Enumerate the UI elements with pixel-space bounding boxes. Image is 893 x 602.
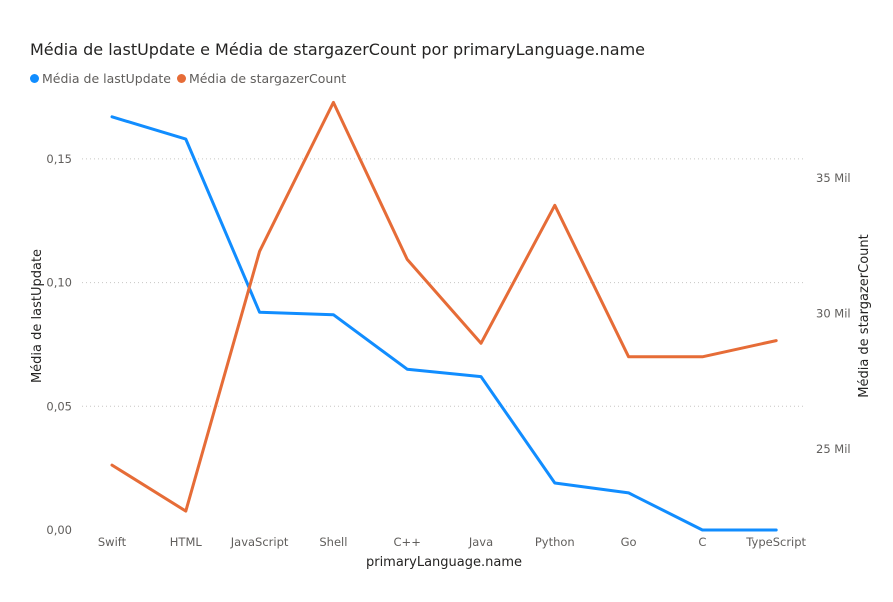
y-left-tick-label: 0,10	[46, 276, 72, 290]
x-axis-title: primaryLanguage.name	[366, 555, 522, 570]
x-tick-label: Shell	[319, 535, 347, 549]
x-tick-label: Java	[468, 535, 493, 549]
data-point	[404, 366, 410, 372]
data-point	[257, 309, 263, 315]
data-point	[257, 248, 263, 254]
data-point	[773, 338, 779, 344]
y-right-tick-label: 35 Mil	[816, 171, 851, 185]
data-point	[330, 312, 336, 318]
chart-title: Média de lastUpdate e Média de stargazer…	[30, 40, 646, 59]
y-left-axis-title: Média de lastUpdate	[30, 249, 45, 383]
y-left-tick-label: 0,05	[46, 399, 72, 413]
legend: Média de lastUpdate Média de stargazerCo…	[30, 71, 346, 86]
data-point	[404, 256, 410, 262]
x-tick-label: JavaScript	[230, 535, 289, 549]
data-point	[626, 490, 632, 496]
legend-item-lastupdate[interactable]: Média de lastUpdate	[30, 71, 171, 86]
y-right-axis-title: Média de stargazerCount	[857, 234, 872, 398]
y-left-tick-label: 0,00	[46, 523, 72, 537]
data-point	[699, 527, 705, 533]
data-point	[183, 508, 189, 514]
legend-marker-stargazercount	[176, 74, 186, 83]
legend-item-stargazercount[interactable]: Média de stargazerCount	[176, 71, 347, 86]
data-point	[552, 480, 558, 486]
data-point	[478, 374, 484, 380]
legend-marker-lastupdate	[30, 74, 39, 83]
x-tick-label: Python	[535, 535, 575, 549]
data-point	[478, 340, 484, 346]
data-point	[109, 462, 115, 468]
data-point	[330, 99, 336, 105]
data-point	[773, 527, 779, 533]
data-point	[109, 114, 115, 120]
series-line-1	[110, 100, 778, 513]
data-point	[183, 136, 189, 142]
data-point	[552, 202, 558, 208]
y-right-tick-label: 30 Mil	[816, 307, 851, 321]
legend-label-lastupdate: Média de lastUpdate	[42, 71, 171, 86]
data-point	[626, 354, 632, 360]
legend-label-stargazercount: Média de stargazerCount	[188, 71, 347, 86]
x-tick-label: C++	[394, 535, 421, 549]
x-tick-label: Swift	[98, 535, 127, 549]
x-tick-label: TypeScript	[745, 535, 806, 549]
x-tick-label: Go	[621, 535, 637, 549]
series-line-0	[110, 115, 778, 532]
x-tick-label: HTML	[170, 535, 203, 549]
x-tick-label: C	[698, 535, 706, 549]
data-point	[699, 354, 705, 360]
y-left-tick-label: 0,15	[46, 152, 72, 166]
y-right-tick-label: 25 Mil	[816, 442, 851, 456]
